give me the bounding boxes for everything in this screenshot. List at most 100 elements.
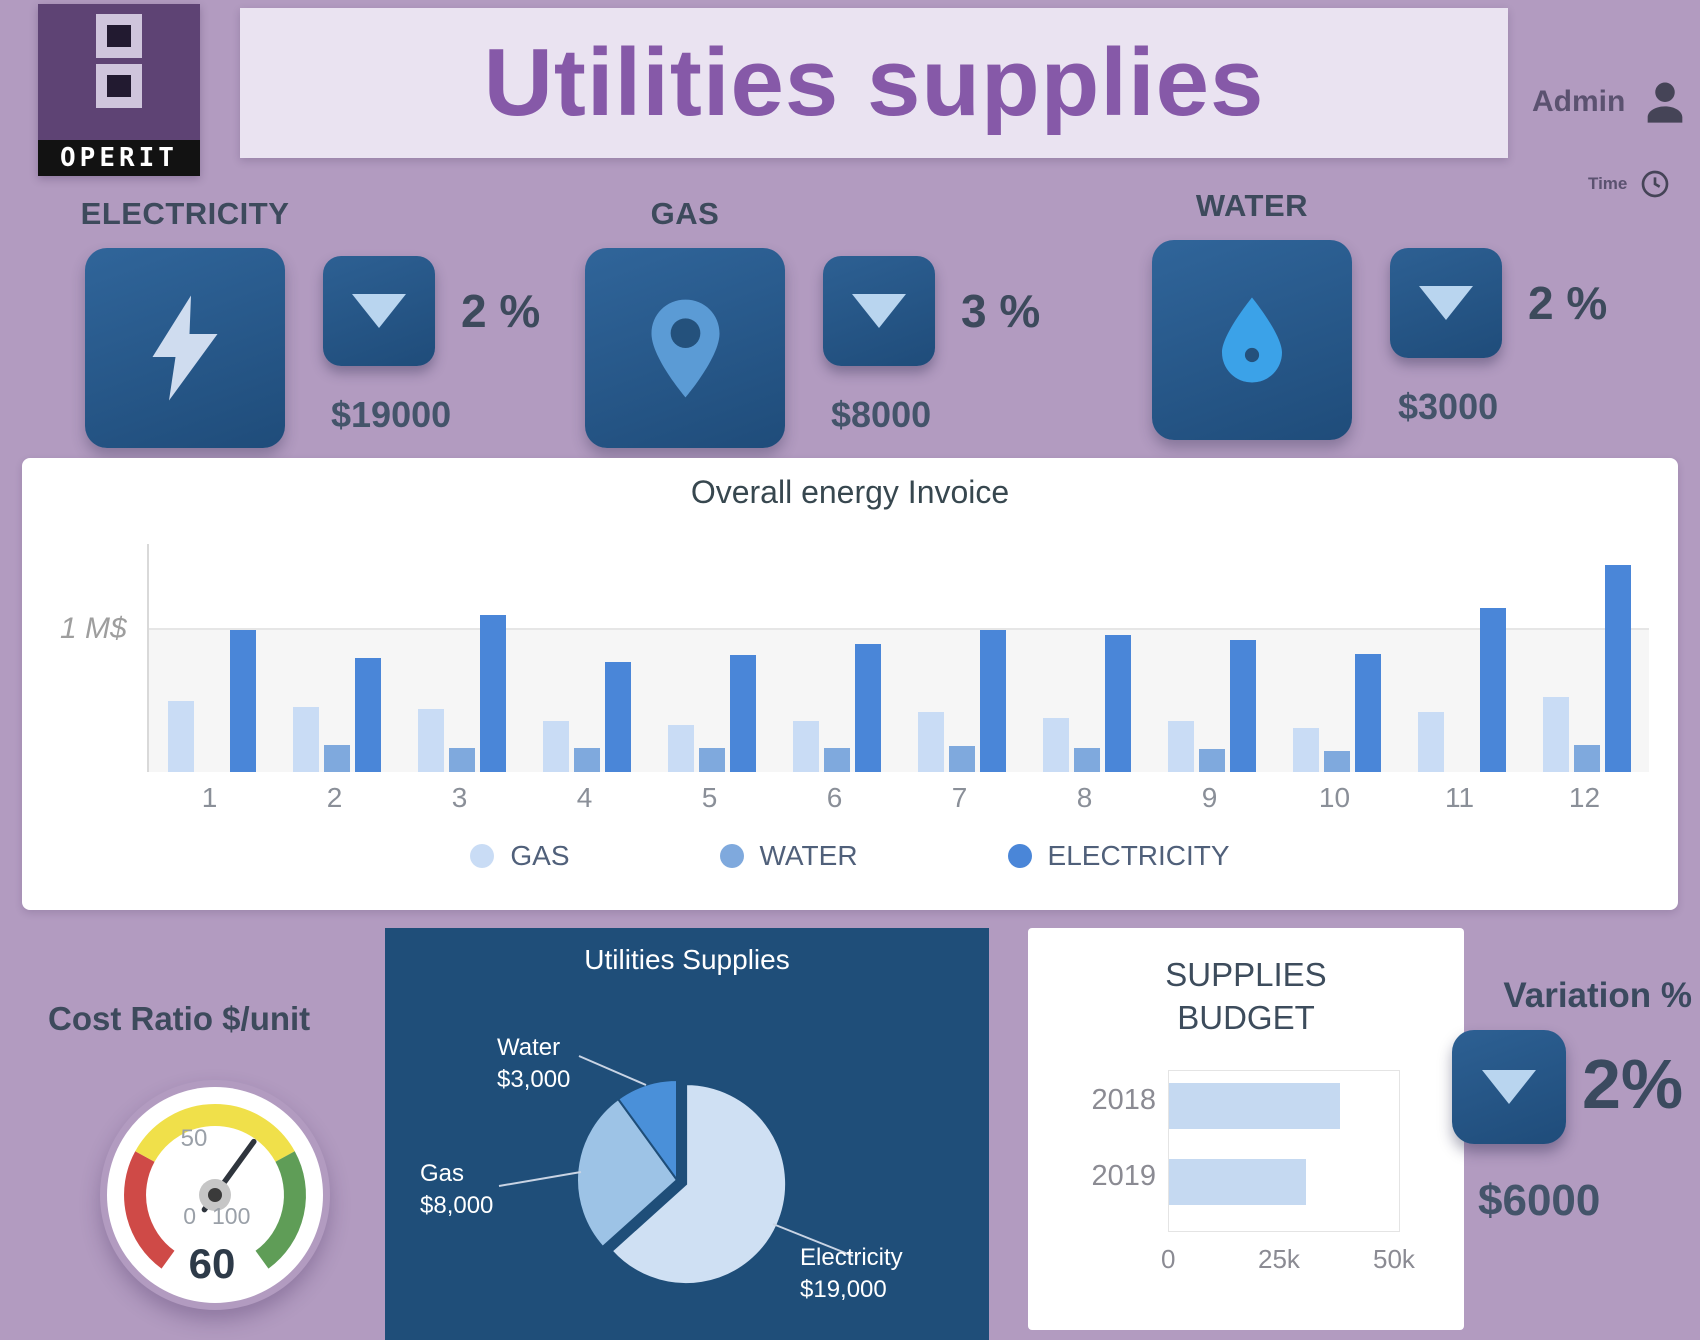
time-label: Time <box>1588 174 1628 193</box>
svg-text:0: 0 <box>183 1203 196 1229</box>
svg-text:60: 60 <box>189 1240 236 1287</box>
electricity-percent: 2 % <box>461 285 541 337</box>
bar-gas-m10 <box>1292 727 1319 772</box>
svg-text:50: 50 <box>181 1125 208 1152</box>
pie-label-gas: Gas $8,000 <box>420 1158 493 1223</box>
lightning-icon <box>152 295 218 401</box>
bar-group-month-5 <box>649 544 774 772</box>
logo-eight-icon <box>96 14 142 108</box>
bar-group-month-3 <box>399 544 524 772</box>
operit-logo: OPERIT <box>38 4 200 176</box>
x-tick-label-7: 7 <box>951 782 968 813</box>
legend-label: WATER <box>759 840 858 871</box>
admin-label: Admin <box>1532 85 1626 118</box>
x-tick-label-12: 12 <box>1568 782 1601 813</box>
variation-trend-button[interactable] <box>1452 1030 1566 1144</box>
bar-gas-m9 <box>1167 720 1194 772</box>
bar-gas-m3 <box>417 709 444 772</box>
variation-title: Variation % <box>1503 976 1692 1015</box>
x-tick-label-2: 2 <box>326 782 343 813</box>
arrow-down-icon <box>1482 1070 1536 1104</box>
bar-group-month-11 <box>1399 544 1524 772</box>
bar-gas-m5 <box>667 725 694 772</box>
legend-label: ELECTRICITY <box>1047 840 1230 871</box>
bar-group-month-7 <box>899 544 1024 772</box>
bar-groups <box>149 544 1649 772</box>
bar-water-m10 <box>1323 750 1350 772</box>
legend-item-water[interactable]: WATER <box>719 840 858 872</box>
pie-label-electricity-name: Electricity <box>800 1244 903 1271</box>
kpi-gas-label: GAS <box>650 196 720 231</box>
bar-group-month-6 <box>774 544 899 772</box>
logo-text: OPERIT <box>38 140 200 176</box>
kpi-gas-label-wrap: GAS <box>585 196 785 232</box>
pie-label-water-amount: $3,000 <box>497 1066 571 1094</box>
bar-chart-plot <box>147 544 1649 772</box>
arrow-down-icon <box>852 294 906 328</box>
bar-electricity-m1 <box>229 629 256 772</box>
x-tick-label-3: 3 <box>451 782 468 813</box>
legend-dot <box>719 844 744 868</box>
gas-percent: 3 % <box>961 285 1041 337</box>
bar-gas-m7 <box>917 712 944 772</box>
location-pin-icon <box>650 299 720 397</box>
water-percent: 2 % <box>1528 277 1608 329</box>
bar-group-month-1 <box>149 544 274 772</box>
legend-item-gas[interactable]: GAS <box>470 840 570 872</box>
gas-tile-button[interactable] <box>585 248 785 448</box>
budget-title: SUPPLIES BUDGET <box>1165 956 1327 1036</box>
overall-energy-invoice-panel: Overall energy Invoice 1 M$ 1 2 3 4 5 6 7 8 9 10 1… <box>22 458 1678 910</box>
pie-label-gas-amount: $8,000 <box>420 1192 494 1220</box>
page-title: Utilities supplies <box>483 29 1265 136</box>
pie-chart-title: Utilities Supplies <box>584 944 790 975</box>
kpi-electricity-label: ELECTRICITY <box>80 196 290 231</box>
x-tick-label-9: 9 <box>1201 782 1218 813</box>
bar-electricity-m7 <box>979 629 1006 772</box>
chart-legend: GAS WATER ELECTRICITY <box>22 840 1678 872</box>
legend-item-electricity[interactable]: ELECTRICITY <box>1007 840 1230 872</box>
legend-dot <box>1007 844 1032 868</box>
clock-icon <box>1642 170 1669 198</box>
kpi-gas: GAS 3 % $8000 <box>585 196 1040 448</box>
bar-gas-m8 <box>1042 717 1069 772</box>
x-tick-label-8: 8 <box>1076 782 1093 813</box>
pie-label-electricity-amount: $19,000 <box>800 1276 887 1304</box>
gas-trend-button[interactable] <box>823 256 935 366</box>
grid-line <box>149 627 1649 630</box>
bar-water-m3 <box>448 747 475 772</box>
water-tile-button[interactable] <box>1152 240 1352 440</box>
gauge-chart: 50 0 100 60 <box>107 1087 323 1303</box>
kpi-water-label: WATER <box>1195 188 1309 223</box>
bar-electricity-m8 <box>1104 635 1131 772</box>
water-drop-icon <box>1222 297 1282 383</box>
gas-amount: $8000 <box>831 394 932 435</box>
budget-bar-2019 <box>1169 1159 1306 1205</box>
budget-bar-plot <box>1168 1070 1400 1232</box>
bar-water-m8 <box>1073 747 1100 772</box>
water-trend-button[interactable] <box>1390 248 1502 358</box>
bar-water-m7 <box>948 746 975 772</box>
bar-water-m12 <box>1573 744 1600 772</box>
kpi-water: WATER 2 % $3000 <box>1152 188 1607 440</box>
electricity-tile-button[interactable] <box>85 248 285 448</box>
budget-ylabel-2018: 2018 <box>1091 1084 1156 1116</box>
budget-xtick-25k: 25k <box>1258 1244 1300 1274</box>
bar-electricity-m5 <box>729 655 756 772</box>
cost-ratio-title: Cost Ratio $/unit <box>48 1000 311 1037</box>
admin-menu[interactable]: Admin <box>1532 76 1691 128</box>
bar-electricity-m2 <box>354 658 381 772</box>
pie-slice-water <box>616 1078 678 1184</box>
pie-slice-gas <box>576 1097 679 1249</box>
budget-bar-2018 <box>1169 1083 1340 1129</box>
time-control[interactable]: Time <box>1588 168 1671 200</box>
x-axis-labels: 1 2 3 4 5 6 7 8 9 10 11 12 <box>147 782 1647 814</box>
bar-group-month-8 <box>1024 544 1149 772</box>
variation-amount: $6000 <box>1478 1176 1601 1225</box>
kpi-electricity: ELECTRICITY 2 % $19000 <box>81 196 541 448</box>
logo-glyph-bottom <box>96 64 142 108</box>
logo-glyph-top <box>96 14 142 58</box>
kpi-water-label-wrap: WATER <box>1152 188 1352 224</box>
budget-xtick-0: 0 <box>1161 1244 1176 1274</box>
electricity-trend-button[interactable] <box>323 256 435 366</box>
